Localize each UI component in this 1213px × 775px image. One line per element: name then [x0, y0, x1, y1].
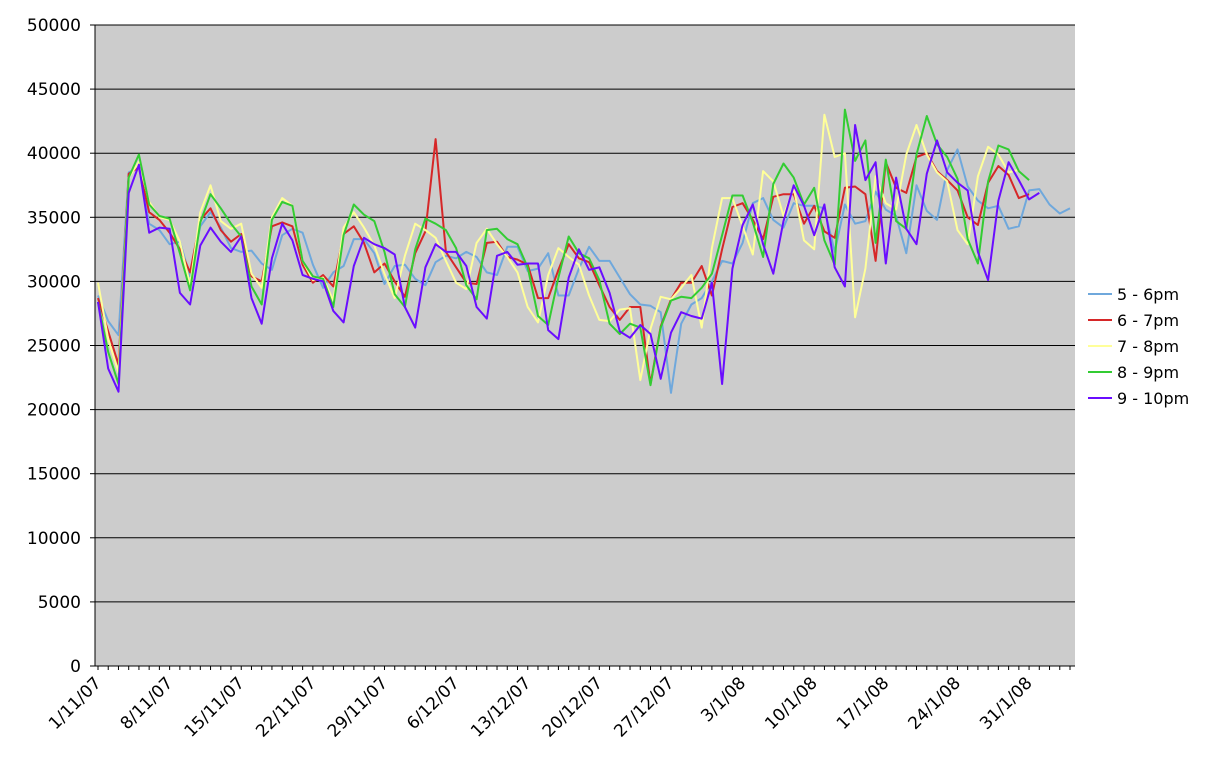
- series-line-4: [97, 108, 1030, 387]
- x-tick-label: 24/1/08: [904, 673, 964, 733]
- y-tick-label: 15000: [27, 465, 81, 485]
- legend-label: 5 - 6pm: [1117, 285, 1179, 304]
- y-tick-label: 40000: [27, 144, 81, 164]
- y-tick-label: 45000: [27, 80, 81, 100]
- y-tick-label: 25000: [27, 337, 81, 357]
- x-tick-label: 3/1/08: [697, 673, 750, 726]
- x-tick-label: 8/11/07: [117, 673, 177, 733]
- x-tick-label: 31/1/08: [976, 673, 1036, 733]
- x-tick-label: 15/11/07: [181, 673, 249, 741]
- x-tick-label: 1/11/07: [45, 673, 105, 733]
- x-tick-label: 27/12/07: [610, 673, 678, 741]
- series-line-3: [97, 113, 1020, 382]
- legend-label: 6 - 7pm: [1117, 311, 1179, 330]
- legend-label: 7 - 8pm: [1117, 337, 1179, 356]
- x-tick-label: 17/1/08: [833, 673, 893, 733]
- legend-label: 8 - 9pm: [1117, 363, 1179, 382]
- series-line-5: [97, 124, 1040, 393]
- legend-label: 9 - 10pm: [1117, 389, 1189, 408]
- x-tick-label: 13/12/07: [467, 673, 535, 741]
- y-tick-label: 50000: [27, 16, 81, 36]
- series-lines: [97, 108, 1071, 394]
- x-tick-label: 10/1/08: [761, 673, 821, 733]
- x-tick-label: 20/12/07: [539, 673, 607, 741]
- legend: 5 - 6pm 6 - 7pm 7 - 8pm 8 - 9pm 9 - 10pm: [1088, 285, 1189, 408]
- y-axis-tick-labels: 0 5000 10000 15000 20000 25000 30000 35000 40000…: [27, 16, 95, 677]
- y-tick-label: 35000: [27, 208, 81, 228]
- y-tick-label: 10000: [27, 529, 81, 549]
- x-axis-tick-labels: 1/11/07 8/11/07 15/11/07 22/11/07 29/11/07 6/…: [45, 673, 1037, 741]
- x-tick-label: 6/12/07: [403, 673, 463, 733]
- x-tick-label: 22/11/07: [252, 673, 320, 741]
- y-tick-label: 20000: [27, 401, 81, 421]
- y-tick-label: 0: [70, 657, 81, 677]
- y-tick-label: 5000: [38, 593, 81, 613]
- x-tick-label: 29/11/07: [324, 673, 392, 741]
- y-tick-label: 30000: [27, 272, 81, 292]
